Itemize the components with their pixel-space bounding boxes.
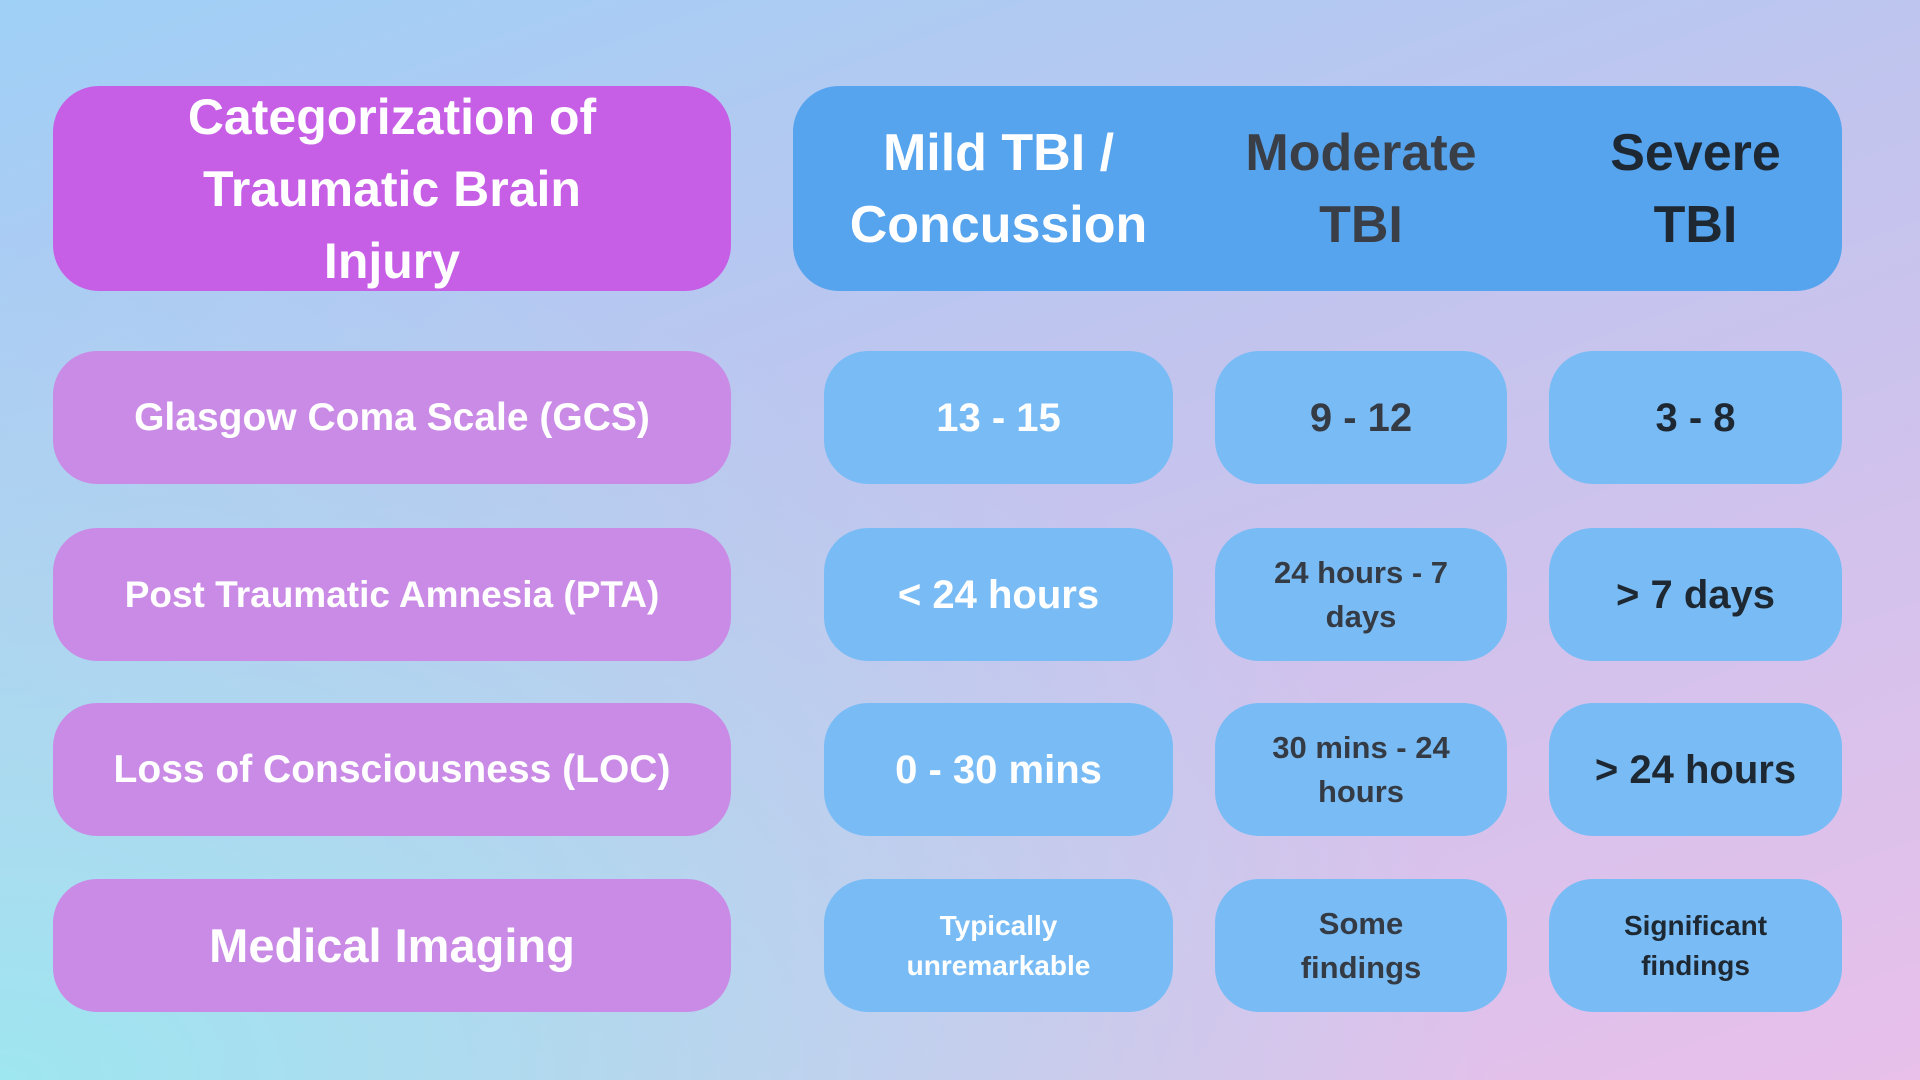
cell-loc-mild: 0 - 30 mins bbox=[824, 703, 1173, 836]
column-header-bar: Mild TBI / Concussion Moderate TBI Sever… bbox=[793, 86, 1842, 291]
cell-gcs-severe: 3 - 8 bbox=[1549, 351, 1842, 484]
title-text: Categorization of Traumatic Brain Injury bbox=[187, 88, 597, 289]
row-label-imaging: Medical Imaging bbox=[53, 879, 731, 1012]
column-header-severe: Severe TBI bbox=[1610, 123, 1781, 254]
cell-pta-mild: < 24 hours bbox=[824, 528, 1173, 661]
row-label-pta: Post Traumatic Amnesia (PTA) bbox=[53, 528, 731, 661]
cell-gcs-moderate: 9 - 12 bbox=[1215, 351, 1507, 484]
cell-loc-severe: > 24 hours bbox=[1549, 703, 1842, 836]
cell-loc-moderate: 30 mins - 24 hours bbox=[1215, 703, 1507, 836]
cell-gcs-mild: 13 - 15 bbox=[824, 351, 1173, 484]
row-label-gcs: Glasgow Coma Scale (GCS) bbox=[53, 351, 731, 484]
cell-imaging-severe: Significant findings bbox=[1549, 879, 1842, 1012]
column-header-mild: Mild TBI / Concussion bbox=[849, 123, 1148, 254]
row-label-loc: Loss of Consciousness (LOC) bbox=[53, 703, 731, 836]
column-header-moderate: Moderate TBI bbox=[1245, 123, 1477, 254]
cell-pta-severe: > 7 days bbox=[1549, 528, 1842, 661]
cell-imaging-mild: Typically unremarkable bbox=[824, 879, 1173, 1012]
table-title: Categorization of Traumatic Brain Injury bbox=[53, 86, 731, 291]
cell-imaging-moderate: Some findings bbox=[1215, 879, 1507, 1012]
cell-pta-moderate: 24 hours - 7 days bbox=[1215, 528, 1507, 661]
